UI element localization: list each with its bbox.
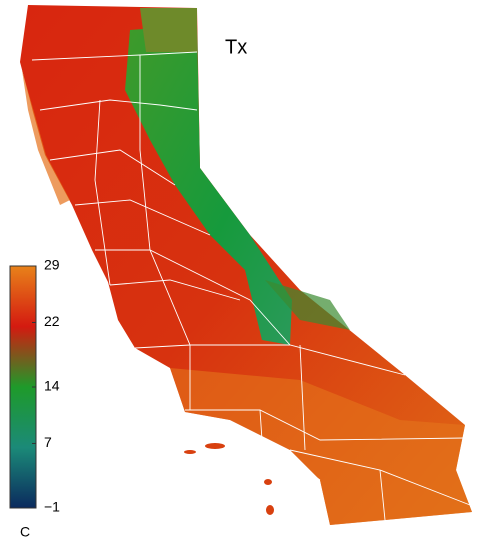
colorbar-tick-label: 14 (44, 378, 60, 394)
california (20, 5, 472, 525)
colorbar-tick-label: 7 (44, 434, 52, 450)
islands (184, 443, 274, 515)
colorbar-tick-label: −1 (44, 499, 60, 515)
colorbar-tick-label: 22 (44, 313, 60, 329)
south-warm (170, 368, 472, 525)
sierra-region (125, 25, 292, 345)
map-title: Tx (225, 36, 247, 58)
colorbar-tick-label: 29 (44, 257, 60, 273)
desert-mountains (265, 280, 350, 330)
modoc-region (140, 8, 197, 52)
colorbar-unit: C (20, 524, 30, 540)
colorbar: 29 22 14 7 −1 (9, 257, 60, 515)
coast-warm (22, 70, 70, 205)
county-lines (31, 51, 471, 521)
